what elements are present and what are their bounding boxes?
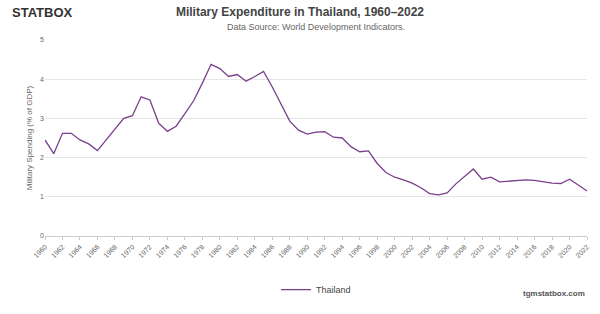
svg-text:1994: 1994 [329,243,345,259]
svg-text:Military Spending (% of GDP): Military Spending (% of GDP) [25,85,34,190]
svg-text:1982: 1982 [225,243,241,259]
svg-text:5: 5 [40,36,44,43]
svg-text:1974: 1974 [155,243,171,259]
svg-text:1998: 1998 [364,243,380,259]
svg-text:1972: 1972 [137,243,153,259]
svg-text:0: 0 [40,232,44,239]
svg-text:1996: 1996 [347,243,363,259]
svg-text:2006: 2006 [434,243,450,259]
svg-text:2000: 2000 [382,243,398,259]
svg-text:2004: 2004 [417,243,433,259]
svg-text:1962: 1962 [50,243,66,259]
svg-text:Thailand: Thailand [316,285,351,295]
svg-text:tgmstatbox.com: tgmstatbox.com [523,289,585,298]
svg-text:2008: 2008 [452,243,468,259]
svg-text:Data Source: World Development: Data Source: World Development Indicator… [227,22,405,32]
svg-text:STATBOX: STATBOX [12,5,73,20]
svg-text:1988: 1988 [277,243,293,259]
svg-text:1986: 1986 [260,243,276,259]
svg-text:1992: 1992 [312,243,328,259]
svg-text:2020: 2020 [557,243,573,259]
svg-text:4: 4 [40,76,44,83]
svg-text:2022: 2022 [574,243,590,259]
svg-text:1990: 1990 [294,243,310,259]
svg-text:Military Expenditure in Thaila: Military Expenditure in Thailand, 1960–2… [176,5,424,19]
svg-text:1968: 1968 [102,243,118,259]
svg-text:1984: 1984 [242,243,258,259]
svg-text:1: 1 [40,193,44,200]
svg-text:2016: 2016 [522,243,538,259]
svg-text:1960: 1960 [32,243,48,259]
svg-text:1970: 1970 [120,243,136,259]
svg-text:2: 2 [40,154,44,161]
svg-text:1966: 1966 [85,243,101,259]
svg-text:1980: 1980 [207,243,223,259]
svg-text:2018: 2018 [539,243,555,259]
svg-text:2012: 2012 [487,243,503,259]
svg-text:1964: 1964 [67,243,83,259]
svg-text:2010: 2010 [469,243,485,259]
svg-text:3: 3 [40,115,44,122]
svg-text:1976: 1976 [172,243,188,259]
svg-text:2014: 2014 [504,243,520,259]
svg-text:2002: 2002 [399,243,415,259]
svg-text:1978: 1978 [190,243,206,259]
